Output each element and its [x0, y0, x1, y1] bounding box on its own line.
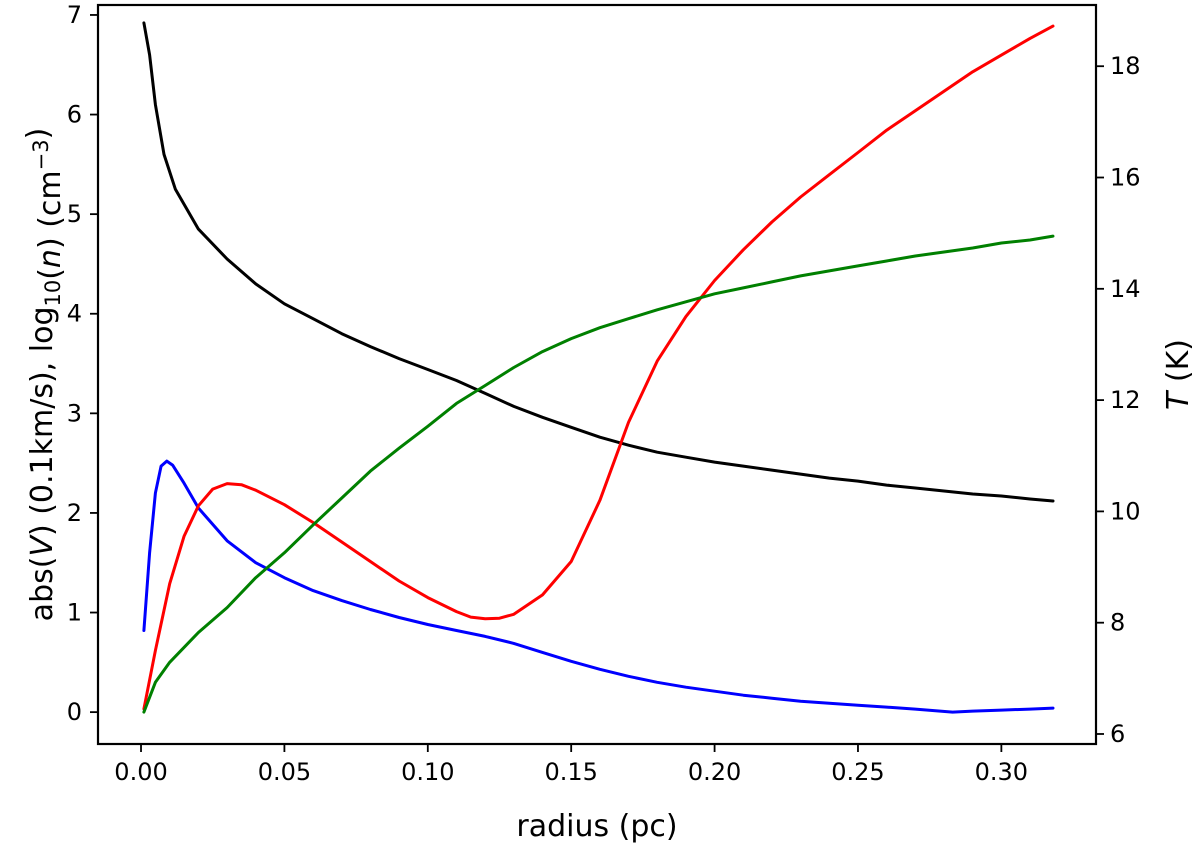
x-tick-label: 0.10: [401, 758, 454, 786]
y-left-tick-label: 6: [67, 101, 82, 129]
x-tick-label: 0.00: [114, 758, 167, 786]
axis-label-part: V: [25, 534, 60, 557]
series-line-3: [142, 234, 1055, 714]
axis-label-part: T: [1161, 389, 1196, 410]
series-line-0: [142, 21, 1055, 503]
y-right-tick-label: 12: [1110, 386, 1141, 414]
y-left-tick-label: 4: [67, 300, 82, 328]
y-right-tick-label: 18: [1110, 52, 1141, 80]
axis-label-part: −3: [29, 139, 53, 170]
y-right-tick-label: 14: [1110, 275, 1141, 303]
y-axis-label-left: abs(V) (0.1km/s), log10(n) (cm−3): [21, 128, 68, 622]
y-left-tick-label: 0: [67, 698, 82, 726]
y-axis-label-right: T (K): [1161, 339, 1196, 410]
y-left-tick-label: 7: [67, 1, 82, 29]
series-line-2: [142, 24, 1055, 711]
series-line-1: [142, 459, 1055, 714]
x-tick-label: 0.20: [688, 758, 741, 786]
axis-label-part: (K): [1161, 339, 1196, 392]
y-left-tick-label: 2: [67, 499, 82, 527]
y-left-tick-label: 1: [67, 599, 82, 627]
x-tick-label: 0.15: [544, 758, 597, 786]
axis-label-part: 10: [41, 280, 65, 307]
y-right-tick-label: 16: [1110, 164, 1141, 192]
x-tick-label: 0.25: [831, 758, 884, 786]
y-right-tick-label: 10: [1110, 497, 1141, 525]
axis-label-part: ) (cm: [33, 170, 68, 249]
y-right-tick-label: 6: [1110, 720, 1125, 748]
axis-label-part: abs(: [25, 557, 60, 622]
axis-label-part: ): [21, 128, 56, 140]
y-left-tick-label: 5: [67, 200, 82, 228]
y-left-tick-label: 3: [67, 399, 82, 427]
axis-label-part: ) (0.1km/s), log: [25, 307, 60, 537]
y-right-tick-label: 8: [1110, 609, 1125, 637]
x-axis-label: radius (pc): [516, 809, 677, 844]
series-layer: [142, 21, 1055, 714]
axes-layer: 0.00 0.05 0.10 0.15 0.20 0.25 0.30012345676810…: [67, 1, 1141, 786]
x-tick-label: 0.30: [975, 758, 1028, 786]
plot-frame: [96, 3, 1098, 746]
axis-label-part: n: [33, 249, 68, 268]
x-tick-label: 0.05: [258, 758, 311, 786]
axis-label-part: (: [33, 268, 68, 280]
